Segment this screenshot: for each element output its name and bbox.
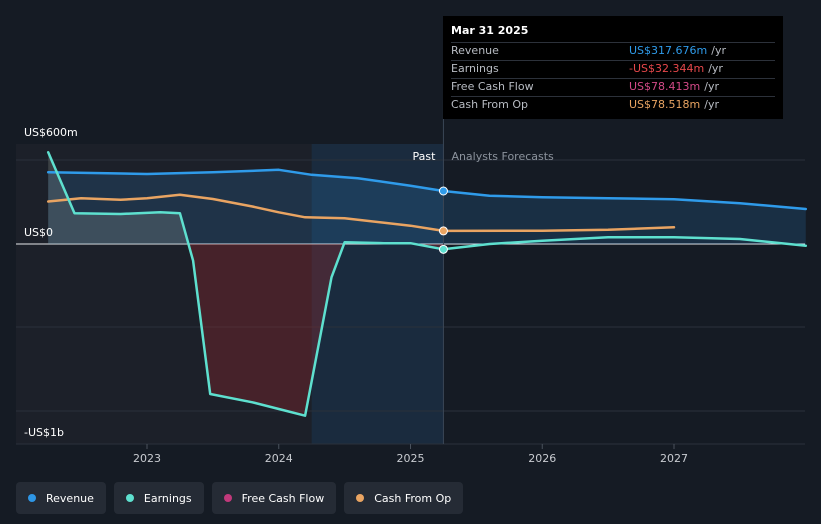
earnings-line — [46, 151, 808, 417]
tooltip-row-value: US$78.518m — [629, 98, 701, 111]
x-tick-label: 2024 — [265, 452, 293, 465]
tooltip-date: Mar 31 2025 — [451, 24, 529, 37]
tooltip-row-label: Cash From Op — [451, 98, 529, 111]
revenue-line — [46, 168, 808, 211]
tooltip-row-unit: /yr — [708, 62, 723, 75]
legend-item-earnings[interactable]: Earnings — [113, 482, 204, 514]
legend-item-cash-from-op[interactable]: Cash From Op — [344, 482, 464, 514]
x-axis: 2023 2024 2025 2026 2027 — [133, 444, 688, 465]
y-axis-label-top: US$600m — [24, 126, 78, 139]
legend-dot-icon — [223, 494, 232, 502]
recent-past-highlight — [311, 144, 444, 444]
earnings-area-group — [48, 152, 444, 416]
revenue-marker — [438, 186, 448, 196]
tooltip: Mar 31 2025 Revenue US$317.676m/yr Earning… — [443, 16, 783, 119]
tooltip-row-value: -US$32.344m — [629, 62, 705, 75]
cash-from-op-marker — [438, 226, 448, 236]
legend-label: Cash From Op — [374, 491, 452, 505]
series-fills — [48, 152, 806, 416]
series-markers — [438, 186, 448, 254]
tooltip-row-free-cash-flow: Free Cash Flow US$78.413m/yr — [451, 78, 775, 96]
tooltip-row-label: Earnings — [451, 62, 499, 75]
y-axis-label-zero: US$0 — [24, 226, 53, 239]
tooltip-rows: Revenue US$317.676m/yr Earnings -US$32.344m… — [451, 42, 775, 114]
revenue-area — [48, 169, 806, 244]
past-label: Past — [413, 150, 437, 163]
legend-item-free-cash-flow[interactable]: Free Cash Flow — [211, 482, 337, 514]
tooltip-row-value: US$317.676m — [629, 44, 708, 57]
series-lines — [46, 151, 808, 417]
earnings-marker — [438, 244, 448, 254]
tooltip-row-label: Revenue — [451, 44, 499, 57]
legend-label: Free Cash Flow — [241, 491, 325, 505]
tooltip-row-value: US$78.413m — [629, 80, 701, 93]
tooltip-row-revenue: Revenue US$317.676m/yr — [451, 42, 775, 60]
legend: Revenue Earnings Free Cash Flow Cash From O… — [16, 482, 464, 514]
legend-dot-icon — [28, 494, 36, 502]
legend-label: Revenue — [46, 491, 94, 505]
tooltip-row-cash-from-op: Cash From Op US$78.518m/yr — [451, 96, 775, 114]
x-tick-label: 2023 — [133, 452, 161, 465]
tooltip-row-unit: /yr — [711, 44, 726, 57]
x-tick-label: 2025 — [397, 452, 425, 465]
legend-item-revenue[interactable]: Revenue — [16, 482, 106, 514]
earnings-negative-area — [48, 244, 444, 416]
legend-dot-icon — [356, 494, 365, 502]
forecast-label: Analysts Forecasts — [451, 150, 554, 163]
cash-from-op-line — [46, 193, 676, 233]
tooltip-row-unit: /yr — [704, 80, 719, 93]
tooltip-row-earnings: Earnings -US$32.344m/yr — [451, 60, 775, 78]
y-axis-label-bottom: -US$1b — [24, 426, 64, 439]
legend-label: Earnings — [143, 491, 192, 505]
legend-dot-icon — [125, 494, 134, 502]
x-tick-label: 2026 — [528, 452, 556, 465]
tooltip-row-label: Free Cash Flow — [451, 80, 534, 93]
earnings-positive-area — [48, 152, 444, 244]
tooltip-row-unit: /yr — [704, 98, 719, 111]
x-tick-label: 2027 — [660, 452, 688, 465]
